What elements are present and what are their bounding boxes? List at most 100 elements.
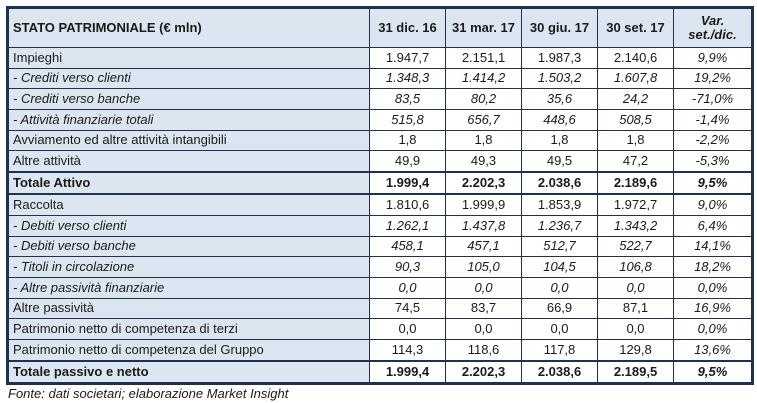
cell-value: 83,5 bbox=[369, 88, 446, 110]
table-row: - Altre passività finanziarie 0,0 0,0 0,0 0,… bbox=[7, 276, 753, 299]
cell-value: 47,2 bbox=[597, 150, 674, 173]
cell-value: 1.810,6 bbox=[369, 193, 446, 216]
cell-value: 1,8 bbox=[445, 129, 522, 152]
table-row: Avviamento ed altre attività intangibili… bbox=[7, 129, 753, 152]
row-label: - Crediti verso banche bbox=[7, 88, 370, 110]
cell-value: 1.437,8 bbox=[445, 214, 522, 237]
cell-value: 0,0 bbox=[369, 318, 446, 340]
cell-value: 0,0 bbox=[521, 318, 598, 340]
column-header-set17: 30 set. 17 bbox=[597, 7, 674, 48]
cell-value: 2.202,3 bbox=[445, 171, 522, 196]
cell-value: 522,7 bbox=[597, 235, 674, 258]
cell-value: 0,0 bbox=[597, 318, 674, 340]
table-row: - Debiti verso clienti 1.262,1 1.437,8 1.23… bbox=[7, 214, 753, 237]
cell-var: -1,4% bbox=[673, 108, 753, 131]
cell-var: 9,5% bbox=[673, 171, 753, 196]
row-label: Patrimonio netto di competenza di terzi bbox=[7, 318, 370, 340]
cell-value: 1.262,1 bbox=[369, 214, 446, 237]
row-label: - Crediti verso clienti bbox=[7, 67, 370, 90]
cell-var: 6,4% bbox=[673, 214, 753, 237]
table-row: - Debiti verso banche 458,1 457,1 512,7 522,… bbox=[7, 235, 753, 258]
cell-value: 0,0 bbox=[597, 276, 674, 299]
row-label: Raccolta bbox=[7, 193, 370, 216]
table-row: - Attività finanziarie totali 515,8 656,7 4… bbox=[7, 108, 753, 131]
table-header: STATO PATRIMONIALE (€ mln) 31 dic. 16 31… bbox=[7, 7, 753, 48]
cell-value: 512,7 bbox=[521, 235, 598, 258]
var-header-line1: Var. bbox=[700, 12, 725, 28]
cell-value: 0,0 bbox=[445, 318, 522, 340]
cell-var: 18,2% bbox=[673, 256, 753, 278]
cell-value: 106,8 bbox=[597, 256, 674, 278]
cell-value: 0,0 bbox=[445, 276, 522, 299]
cell-value: 1,8 bbox=[597, 129, 674, 152]
row-label: Altre passività bbox=[7, 297, 370, 320]
row-label: - Debiti verso banche bbox=[7, 235, 370, 258]
cell-value: 1.343,2 bbox=[597, 214, 674, 237]
table-row: - Crediti verso clienti 1.348,3 1.414,2 1.5… bbox=[7, 67, 753, 90]
cell-value: 0,0 bbox=[369, 276, 446, 299]
cell-value: 2.189,5 bbox=[597, 359, 674, 385]
cell-var: 0,0% bbox=[673, 318, 753, 340]
table-row: Raccolta 1.810,6 1.999,9 1.853,9 1.972,7 9,0% bbox=[7, 193, 753, 216]
cell-value: 83,7 bbox=[445, 297, 522, 320]
column-header-var: Var. set./dic. bbox=[673, 7, 753, 48]
cell-value: 1.947,7 bbox=[369, 47, 446, 69]
cell-value: 656,7 bbox=[445, 108, 522, 131]
cell-value: 1.414,2 bbox=[445, 67, 522, 90]
table-title: STATO PATRIMONIALE (€ mln) bbox=[7, 7, 370, 48]
cell-value: 66,9 bbox=[521, 297, 598, 320]
cell-value: 508,5 bbox=[597, 108, 674, 131]
cell-value: 80,2 bbox=[445, 88, 522, 110]
cell-value: 35,6 bbox=[521, 88, 598, 110]
cell-value: 2.151,1 bbox=[445, 47, 522, 69]
cell-value: 24,2 bbox=[597, 88, 674, 110]
cell-value: 90,3 bbox=[369, 256, 446, 278]
cell-var: 9,0% bbox=[673, 193, 753, 216]
cell-var: 9,9% bbox=[673, 47, 753, 69]
cell-value: 1.607,8 bbox=[597, 67, 674, 90]
row-label: Patrimonio netto di competenza del Grupp… bbox=[7, 338, 370, 362]
cell-value: 1.853,9 bbox=[521, 193, 598, 216]
balance-sheet-table: STATO PATRIMONIALE (€ mln) 31 dic. 16 31… bbox=[6, 6, 754, 385]
cell-value: 1.972,7 bbox=[597, 193, 674, 216]
cell-value: 49,9 bbox=[369, 150, 446, 173]
cell-value: 1,8 bbox=[521, 129, 598, 152]
cell-value: 1.999,9 bbox=[445, 193, 522, 216]
cell-value: 1.503,2 bbox=[521, 67, 598, 90]
cell-value: 457,1 bbox=[445, 235, 522, 258]
row-label: Totale Attivo bbox=[7, 171, 370, 196]
cell-var: 0,0% bbox=[673, 276, 753, 299]
row-label: Avviamento ed altre attività intangibili bbox=[7, 129, 370, 152]
cell-value: 2.140,6 bbox=[597, 47, 674, 69]
row-label: - Titoli in circolazione bbox=[7, 256, 370, 278]
row-label: - Debiti verso clienti bbox=[7, 214, 370, 237]
cell-value: 0,0 bbox=[521, 276, 598, 299]
cell-value: 515,8 bbox=[369, 108, 446, 131]
header-row: STATO PATRIMONIALE (€ mln) 31 dic. 16 31… bbox=[7, 7, 753, 48]
table-row: Impieghi 1.947,7 2.151,1 1.987,3 2.140,6 9,9% bbox=[7, 47, 753, 69]
cell-value: 2.038,6 bbox=[521, 171, 598, 196]
column-header-giu17: 30 giu. 17 bbox=[521, 7, 598, 48]
cell-value: 87,1 bbox=[597, 297, 674, 320]
cell-var: 13,6% bbox=[673, 338, 753, 362]
row-label: - Attività finanziarie totali bbox=[7, 108, 370, 131]
row-label: - Altre passività finanziarie bbox=[7, 276, 370, 299]
var-header-line2: set./dic. bbox=[688, 27, 737, 42]
cell-value: 1.348,3 bbox=[369, 67, 446, 90]
cell-value: 49,5 bbox=[521, 150, 598, 173]
cell-value: 104,5 bbox=[521, 256, 598, 278]
cell-value: 2.189,6 bbox=[597, 171, 674, 196]
cell-var: 19,2% bbox=[673, 67, 753, 90]
cell-value: 129,8 bbox=[597, 338, 674, 362]
cell-value: 1.236,7 bbox=[521, 214, 598, 237]
cell-value: 105,0 bbox=[445, 256, 522, 278]
column-header-mar17: 31 mar. 17 bbox=[445, 7, 522, 48]
cell-value: 1,8 bbox=[369, 129, 446, 152]
cell-value: 49,3 bbox=[445, 150, 522, 173]
cell-value: 448,6 bbox=[521, 108, 598, 131]
cell-var: 9,5% bbox=[673, 359, 753, 385]
cell-value: 1.999,4 bbox=[369, 359, 446, 385]
cell-value: 1.987,3 bbox=[521, 47, 598, 69]
source-note: Fonte: dati societari; elaborazione Mark… bbox=[8, 386, 289, 401]
